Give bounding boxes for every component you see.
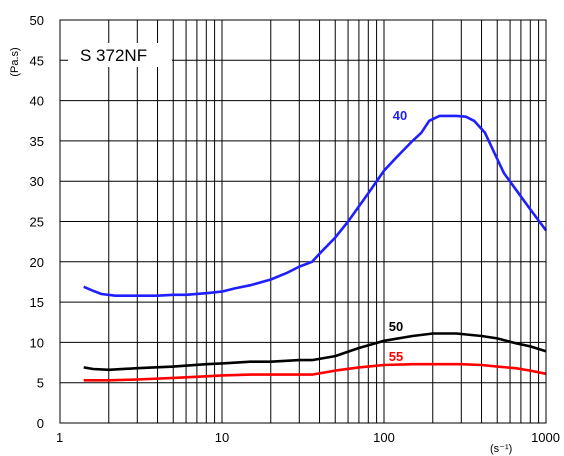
series-label-40: 40 [393, 108, 407, 123]
plot-frame [59, 19, 547, 424]
y-tick-label: 20 [30, 255, 44, 270]
y-tick-label: 30 [30, 174, 44, 189]
y-axis-unit-label: (Pa.s) [9, 47, 21, 76]
series-label-50: 50 [389, 319, 403, 334]
x-tick-label: 1000 [531, 430, 560, 445]
y-tick-label: 25 [30, 215, 44, 230]
y-tick-label: 35 [30, 134, 44, 149]
y-tick-label: 5 [37, 376, 44, 391]
y-tick-label: 50 [30, 13, 44, 28]
axis-tick-labels: 0 5 10 15 20 25 30 35 40 45 50 1 10 100 1000 [30, 13, 560, 445]
series-label-55: 55 [389, 349, 403, 364]
chart-title: S 372NF [80, 46, 147, 65]
series-line-40 [83, 114, 548, 297]
series-line-55 [83, 362, 547, 382]
x-axis-unit-label: (s⁻¹) [490, 443, 512, 455]
y-tick-label: 0 [37, 416, 44, 431]
series-line-50 [83, 332, 547, 372]
y-tick-label: 45 [30, 53, 44, 68]
x-tick-label: 1 [56, 430, 63, 445]
grid [60, 20, 546, 423]
title-background [68, 43, 172, 67]
y-tick-label: 15 [30, 295, 44, 310]
series-layer: 40 50 55 [83, 108, 548, 382]
x-tick-label: 10 [215, 430, 229, 445]
y-tick-label: 40 [30, 94, 44, 109]
x-tick-label: 100 [373, 430, 395, 445]
y-tick-label: 10 [30, 335, 44, 350]
